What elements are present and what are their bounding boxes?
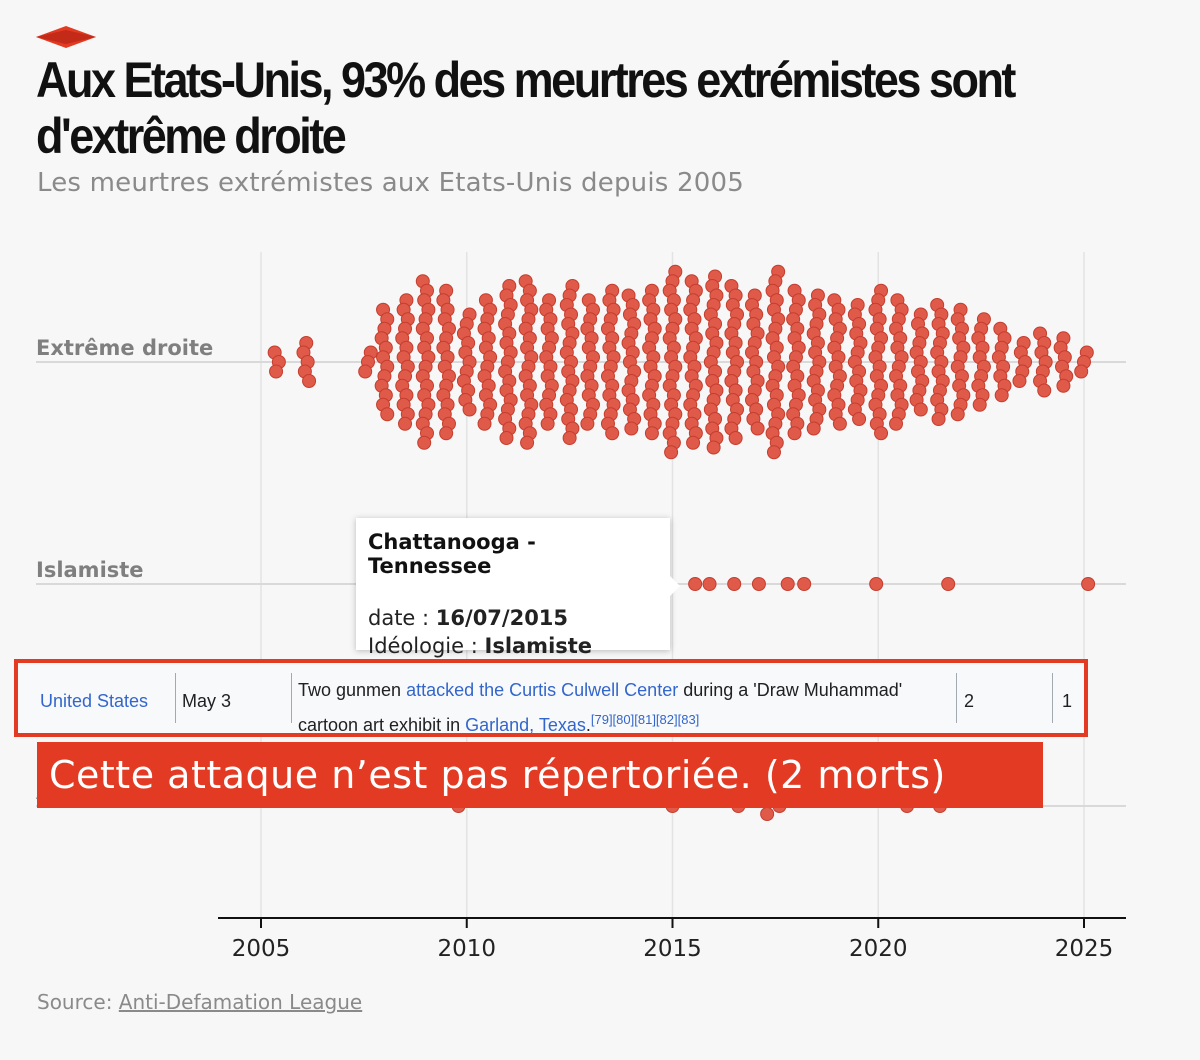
wiki-desc-text: cartoon art exhibit in [298,715,461,735]
data-point [728,431,743,445]
data-point [832,416,847,431]
tick-label: 2005 [232,936,291,962]
data-point [686,435,701,450]
data-point [766,445,781,460]
brand-logo [36,26,96,48]
data-point [302,374,317,388]
data-point [751,577,766,591]
data-point [760,807,775,821]
row-label: Islamiste [36,558,144,582]
data-points [267,264,1096,821]
data-point [477,416,492,431]
data-point [439,426,454,441]
wiki-date-cell: May 3 [182,691,232,711]
data-point [931,412,946,426]
data-point [1056,378,1071,393]
data-point [702,577,717,591]
tooltip-date: date : 16/07/2015 [368,604,658,632]
data-point [972,397,987,412]
chart-subtitle: Les meurtres extrémistes aux Etats-Unis … [37,168,744,198]
wiki-references[interactable]: [79][80][81][82][83] [590,712,700,727]
source-label: Source: [37,990,113,1014]
data-point [787,426,802,441]
data-point [580,416,595,431]
data-point [780,577,795,591]
annotation-banner: Cette attaque n’est pas répertoriée. (2 … [37,742,1043,808]
data-point [520,435,535,450]
tick-label: 2025 [1055,936,1114,962]
data-point [269,364,284,379]
wiki-attack-link[interactable]: attacked the Curtis Culwell Center [406,680,679,700]
data-point [1037,383,1052,398]
data-point [358,364,373,379]
chart-title: Aux Etats-Unis, 93% des meurtres extrémi… [36,50,1016,164]
data-point [380,407,395,422]
x-axis-ticks: 2005 2010 2015 2020 2025 [232,918,1114,962]
tooltip-date-value: 16/07/2015 [435,606,569,630]
tick-label: 2010 [437,936,496,962]
wiki-separator [175,673,176,723]
tooltip-ideology: Idéologie : Islamiste [368,632,658,660]
tooltip-ideology-value: Islamiste [484,634,593,658]
tick-label: 2020 [849,936,908,962]
tooltip-title: Chattanooga - Tennessee [368,530,536,578]
wiki-description-cell: Two gunmen attacked the Curtis Culwell C… [298,680,903,735]
data-point [1074,364,1089,379]
data-point [869,577,884,591]
data-point [950,407,965,422]
data-point [624,421,639,436]
wiki-desc-text: Two gunmen [298,680,402,700]
wiki-separator [1052,673,1053,723]
row-label: Extrême droite [36,336,213,360]
data-point [913,402,928,417]
wiki-desc-text: during a 'Draw Muhammad' [683,680,903,700]
data-point [605,426,620,441]
source-note: Source: Anti-Defamation League [37,990,362,1014]
source-link[interactable]: Anti-Defamation League [118,990,363,1014]
data-point [889,416,904,431]
data-point [994,388,1009,403]
data-point [398,416,413,431]
data-point [750,421,765,436]
data-point [874,426,889,441]
data-point [727,577,742,591]
tooltip-ideology-label: Idéologie : [368,634,478,658]
data-point [852,412,867,426]
tooltip-date-label: date : [368,606,430,630]
data-point [562,431,577,445]
data-point [806,421,821,436]
wiki-separator [291,673,292,723]
wiki-killed-cell: 2 [964,691,975,711]
data-point [499,431,514,445]
data-point [1081,577,1096,591]
data-point [644,426,659,441]
data-point [462,402,477,417]
wiki-country-cell: United States [40,691,148,723]
data-point [664,445,679,460]
wiki-injured-cell: 1 [1062,691,1073,711]
data-point [417,435,432,450]
tick-label: 2015 [643,936,702,962]
wiki-separator [956,673,957,723]
data-point [688,577,703,591]
wiki-location-link[interactable]: Garland, Texas [465,715,586,735]
wikipedia-table-row: United States May 3 Two gunmen attacked … [14,659,1088,737]
tooltip: Chattanooga - Tennessee date : 16/07/201… [356,518,680,658]
data-point [706,440,721,455]
data-point [797,577,812,591]
data-point [1012,374,1027,388]
data-point [941,577,956,591]
wiki-country-link[interactable]: United States [40,691,149,711]
data-point [540,416,555,431]
